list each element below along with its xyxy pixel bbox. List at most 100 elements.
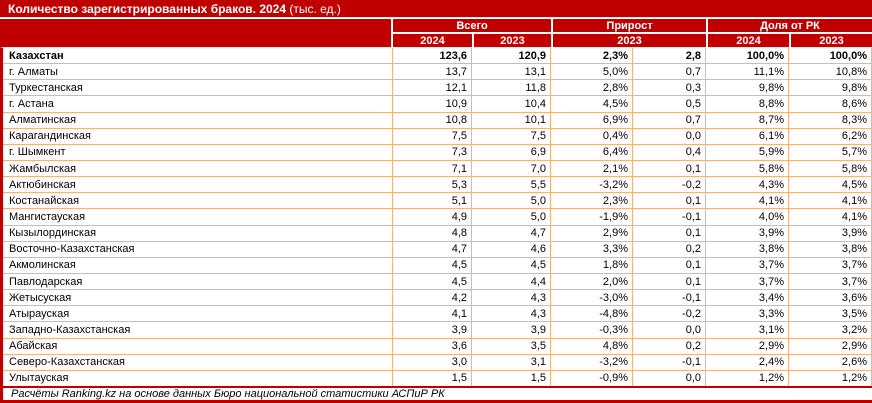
share-2023-cell: 8,6% (789, 96, 872, 112)
region-name-cell: Западно-Казахстанская (3, 322, 393, 338)
total-2024-cell: 12,1 (393, 80, 472, 96)
growth-abs-cell: 0,5 (633, 96, 706, 112)
table-row: Павлодарская 4,5 4,4 2,0% 0,1 3,7% 3,7% (3, 273, 872, 291)
total-2024-cell: 123,6 (393, 48, 472, 64)
growth-abs-cell: 0,1 (633, 225, 706, 241)
share-2023-cell: 3,7% (789, 273, 872, 290)
total-2023-cell: 3,5 (472, 338, 551, 354)
share-2023-cell: 9,8% (789, 80, 872, 96)
growth-percent-cell: 3,3% (551, 241, 633, 257)
share-2024-cell: 5,9% (706, 144, 789, 160)
total-2024-cell: 3,0 (393, 354, 472, 370)
table-row: Актюбинская 5,3 5,5 -3,2% -0,2 4,3% 4,5% (3, 177, 872, 194)
source-note: Расчёты Ranking.kz на основе данных Бюро… (11, 388, 445, 400)
total-2023-cell: 7,0 (472, 160, 551, 177)
header-corner-cell (0, 19, 393, 47)
group-header-share: Доля от РК (706, 19, 872, 32)
region-name-cell: г. Алматы (3, 64, 393, 80)
share-2023-cell: 8,3% (789, 112, 872, 128)
growth-percent-cell: 0,4% (551, 128, 633, 144)
table-title-bar: Количество зарегистрированных браков. 20… (0, 0, 872, 19)
share-2024-cell: 3,9% (706, 225, 789, 241)
total-2023-cell: 10,4 (472, 96, 551, 112)
share-2024-cell: 3,7% (706, 273, 789, 290)
header-group-row: Всего Прирост Доля от РК (393, 19, 872, 34)
growth-abs-cell: 0,2 (633, 241, 706, 257)
total-2024-cell: 7,5 (393, 128, 472, 144)
table-row: г. Шымкент 7,3 6,9 6,4% 0,4 5,9% 5,7% (3, 144, 872, 161)
share-2023-cell: 6,2% (789, 128, 872, 144)
total-2023-cell: 4,4 (472, 273, 551, 290)
year-header-share-2023: 2023 (789, 34, 872, 47)
share-2023-cell: 3,6% (789, 290, 872, 306)
share-2024-cell: 8,8% (706, 96, 789, 112)
growth-abs-cell: -0,1 (633, 290, 706, 306)
table-title-units: (тыс. ед.) (286, 1, 341, 16)
growth-abs-cell: 0,1 (633, 193, 706, 209)
year-header-total-2024: 2024 (420, 34, 445, 47)
total-2023-cell: 7,5 (472, 128, 551, 144)
table-row: г. Алматы 13,7 13,1 5,0% 0,7 11,1% 10,8% (3, 64, 872, 81)
total-2024-cell: 7,1 (393, 160, 472, 177)
region-name-cell: Казахстан (3, 48, 393, 64)
region-name-cell: Атырауская (3, 306, 393, 322)
growth-percent-cell: 6,9% (551, 112, 633, 128)
region-name-cell: Улытауская (3, 370, 393, 386)
table-row: Улытауская 1,5 1,5 -0,9% 0,0 1,2% 1,2% (3, 370, 872, 386)
share-2024-cell: 100,0% (706, 48, 789, 64)
growth-percent-cell: 5,0% (551, 64, 633, 80)
total-2023-cell: 4,5 (472, 257, 551, 273)
growth-abs-cell: 0,0 (633, 322, 706, 338)
share-2023-cell: 10,8% (789, 64, 872, 80)
share-2023-cell: 100,0% (789, 48, 872, 64)
table-row: Западно-Казахстанская 3,9 3,9 -0,3% 0,0 … (3, 322, 872, 339)
share-2023-cell: 4,1% (789, 193, 872, 209)
region-name-cell: Костанайская (3, 193, 393, 209)
growth-abs-cell: 0,2 (633, 338, 706, 354)
region-name-cell: Карагандинская (3, 128, 393, 144)
region-name-cell: Алматинская (3, 112, 393, 128)
total-2023-cell: 1,5 (472, 370, 551, 386)
growth-percent-cell: -4,8% (551, 306, 633, 322)
growth-abs-cell: 0,0 (633, 128, 706, 144)
share-2024-cell: 4,0% (706, 209, 789, 225)
region-name-cell: Жамбылская (3, 160, 393, 177)
share-2023-cell: 5,7% (789, 144, 872, 160)
total-2024-cell: 4,8 (393, 225, 472, 241)
growth-abs-cell: 0,0 (633, 370, 706, 386)
table-row: Восточно-Казахстанская 4,7 4,6 3,3% 0,2 … (3, 241, 872, 258)
total-2023-cell: 13,1 (472, 64, 551, 80)
table-row: Костанайская 5,1 5,0 2,3% 0,1 4,1% 4,1% (3, 193, 872, 210)
region-name-cell: Северо-Казахстанская (3, 354, 393, 370)
share-2024-cell: 5,8% (706, 160, 789, 177)
total-2023-cell: 11,8 (472, 80, 551, 96)
growth-percent-cell: 4,5% (551, 96, 633, 112)
growth-abs-cell: 0,7 (633, 64, 706, 80)
region-name-cell: Жетысуская (3, 290, 393, 306)
table-row: Казахстан 123,6 120,9 2,3% 2,8 100,0% 10… (3, 48, 872, 65)
table-row: Кызылординская 4,8 4,7 2,9% 0,1 3,9% 3,9… (3, 225, 872, 242)
region-name-cell: г. Астана (3, 96, 393, 112)
source-footer: Расчёты Ranking.kz на основе данных Бюро… (0, 386, 872, 403)
header-year-row: 2024 2023 2023 2024 2023 (393, 34, 872, 47)
total-2024-cell: 3,9 (393, 322, 472, 338)
total-2023-cell: 3,1 (472, 354, 551, 370)
growth-percent-cell: 6,4% (551, 144, 633, 160)
region-name-cell: Акмолинская (3, 257, 393, 273)
share-2023-cell: 3,2% (789, 322, 872, 338)
growth-abs-cell: -0,1 (633, 354, 706, 370)
year-header-share-2024: 2024 (706, 34, 789, 47)
table-row: Жетысуская 4,2 4,3 -3,0% -0,1 3,4% 3,6% (3, 290, 872, 307)
growth-abs-cell: -0,2 (633, 306, 706, 322)
growth-abs-cell: 0,4 (633, 144, 706, 160)
region-name-cell: г. Шымкент (3, 144, 393, 160)
growth-percent-cell: 2,0% (551, 273, 633, 290)
growth-abs-cell: 2,8 (633, 48, 706, 64)
share-2023-cell: 5,8% (789, 160, 872, 177)
growth-abs-cell: 0,1 (633, 257, 706, 273)
growth-abs-cell: -0,2 (633, 177, 706, 193)
growth-abs-cell: 0,1 (633, 160, 706, 177)
share-2023-cell: 1,2% (789, 370, 872, 386)
share-2023-cell: 4,1% (789, 209, 872, 225)
region-name-cell: Восточно-Казахстанская (3, 241, 393, 257)
